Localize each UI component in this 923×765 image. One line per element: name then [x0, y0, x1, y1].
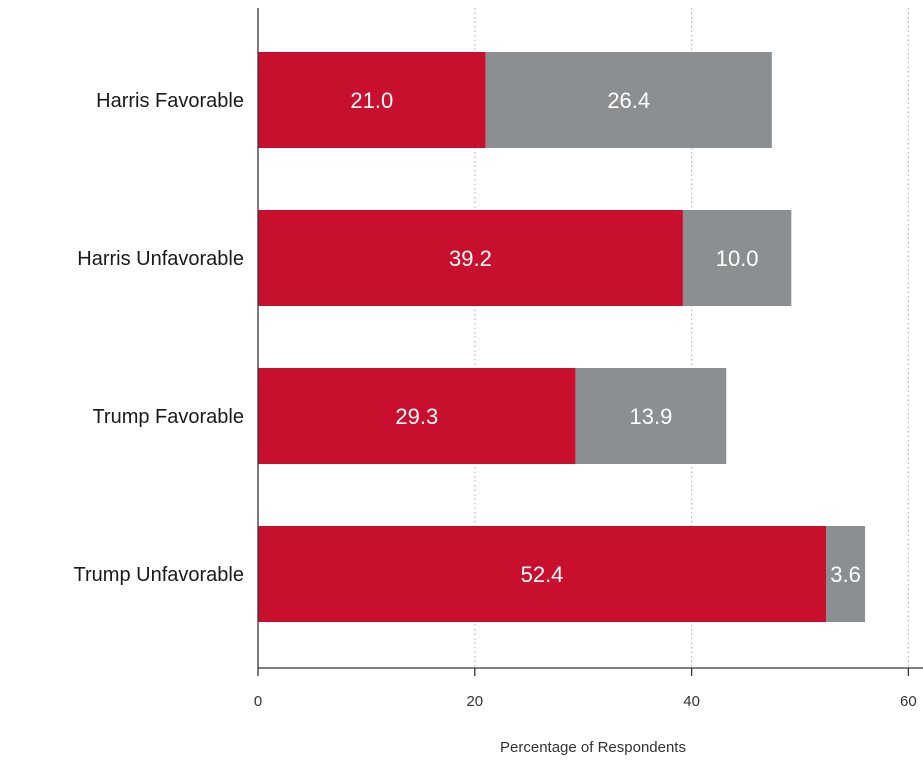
x-axis-title: Percentage of Respondents [500, 739, 686, 756]
bar-segment-1-1 [258, 52, 486, 148]
data-label-2-2: 10.0 [716, 246, 759, 271]
x-tick-label-0: 0 [254, 693, 262, 710]
data-label-1-4: 52.4 [521, 562, 564, 587]
bar-segment-1-3 [258, 368, 576, 464]
axes [257, 8, 923, 676]
x-tick-label-20: 20 [466, 693, 483, 710]
bar-segment-2-2 [682, 210, 792, 306]
data-labels: 21.0 26.4 39.2 10.0 29.3 13.9 52.4 3.6 [350, 88, 860, 587]
bar-segment-2-4 [826, 526, 866, 622]
data-label-1-3: 29.3 [395, 404, 438, 429]
bar-segment-2-3 [575, 368, 727, 464]
data-label-1-1: 21.0 [350, 88, 393, 113]
bars [258, 52, 866, 622]
category-label-4: Trump Unfavorable [74, 564, 244, 586]
category-label-1: Harris Favorable [96, 90, 244, 112]
data-label-2-4: 3.6 [830, 562, 861, 587]
x-tick-label-60: 60 [900, 693, 917, 710]
x-tick-label-40: 40 [683, 693, 700, 710]
category-label-3: Trump Favorable [92, 406, 244, 428]
data-label-2-1: 26.4 [607, 88, 650, 113]
bar-segment-1-2 [258, 210, 683, 306]
category-labels: Harris Favorable Harris Unfavorable Trump … [74, 90, 244, 586]
x-tick-labels: 0 20 40 60 [254, 693, 917, 710]
data-label-1-2: 39.2 [449, 246, 492, 271]
bar-segment-1-4 [258, 526, 827, 622]
bar-segment-2-1 [485, 52, 772, 148]
data-label-2-3: 13.9 [630, 404, 673, 429]
category-label-2: Harris Unfavorable [77, 248, 244, 270]
